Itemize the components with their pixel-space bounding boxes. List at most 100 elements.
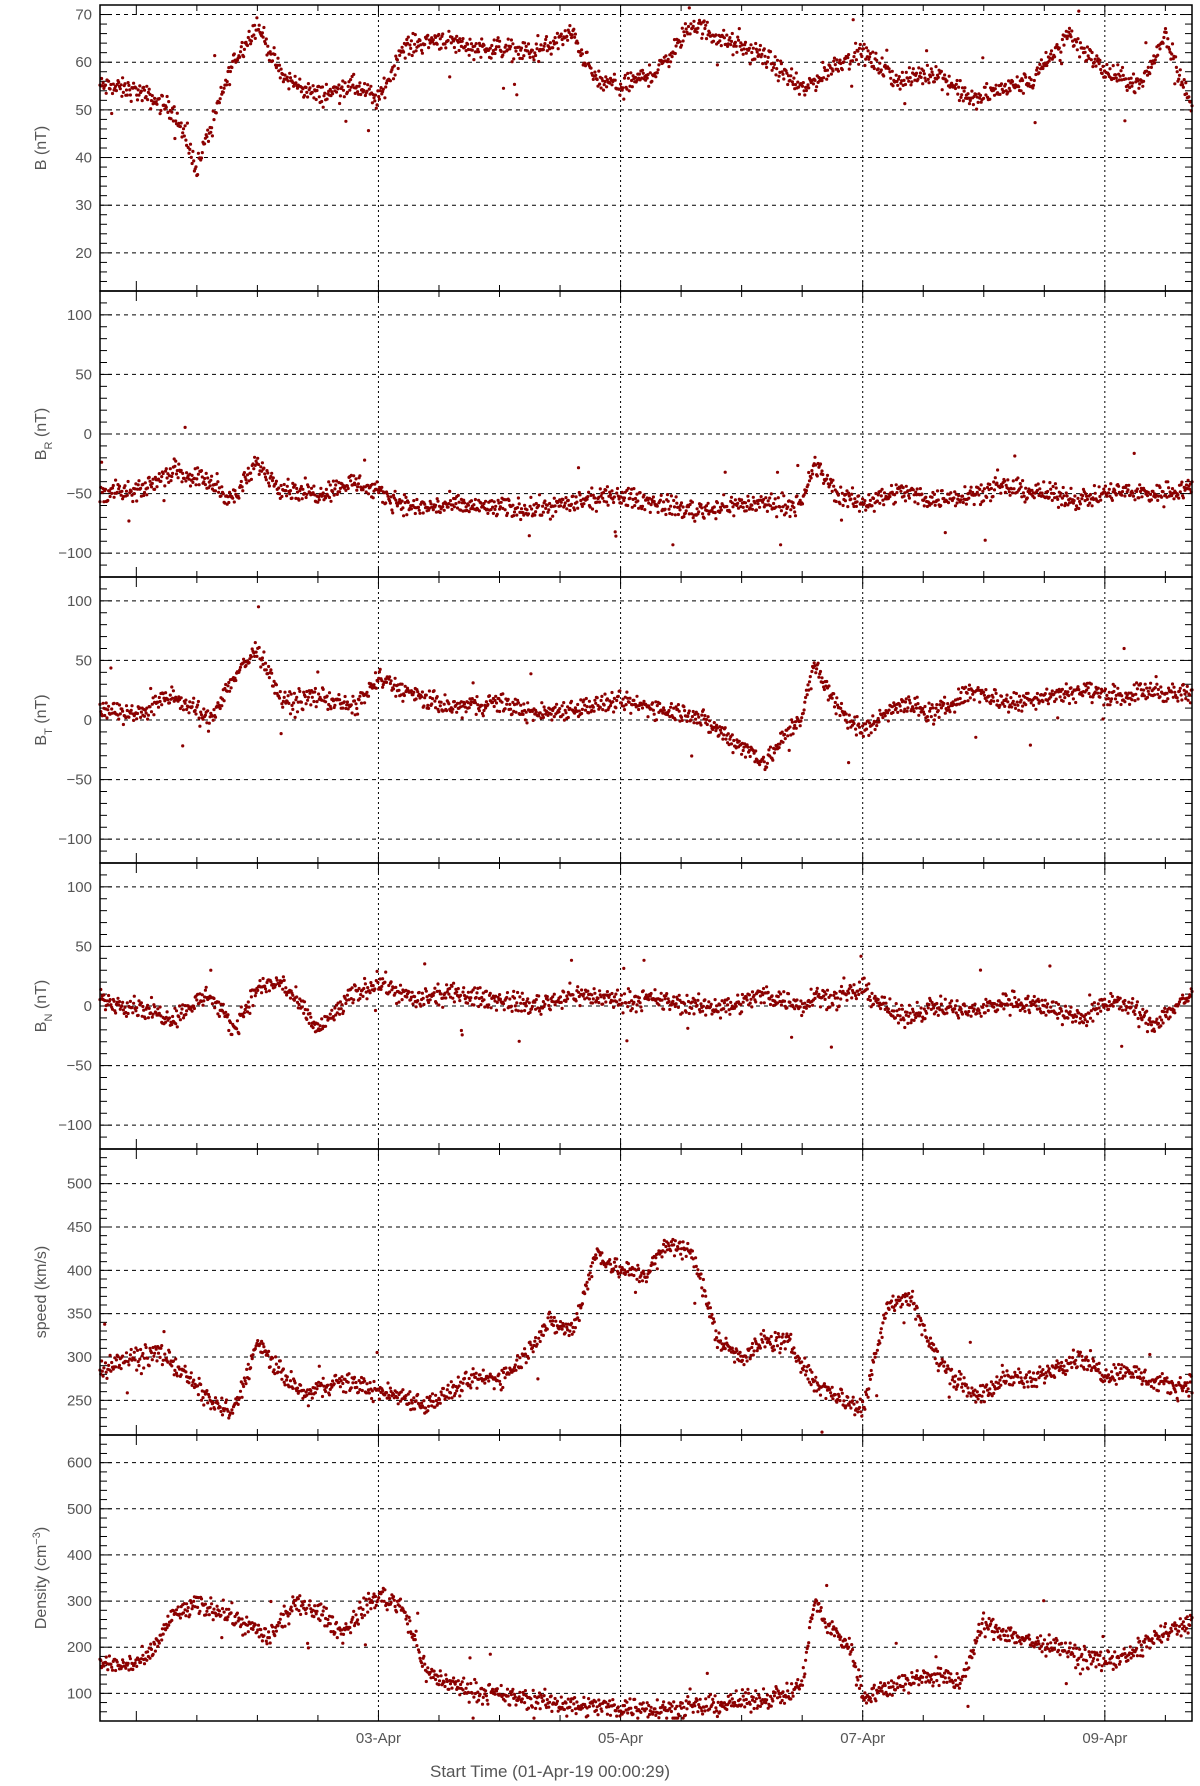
data-point xyxy=(655,704,659,708)
data-point xyxy=(472,58,476,62)
data-point xyxy=(740,43,745,47)
data-point xyxy=(931,73,935,77)
data-point xyxy=(124,704,129,708)
data-point xyxy=(206,729,211,733)
data-point xyxy=(1015,75,1019,79)
data-point xyxy=(1024,703,1028,707)
data-point xyxy=(704,504,709,508)
data-point xyxy=(185,1009,189,1013)
data-point xyxy=(776,79,780,83)
data-point xyxy=(894,483,898,487)
data-point xyxy=(1088,501,1092,505)
data-point xyxy=(391,493,396,497)
data-point xyxy=(375,480,379,484)
data-point xyxy=(1005,693,1009,697)
data-point xyxy=(414,49,418,53)
data-point xyxy=(971,103,976,107)
data-point xyxy=(449,41,453,45)
data-point xyxy=(338,486,342,490)
data-point xyxy=(878,61,882,65)
data-point xyxy=(489,507,493,512)
data-point xyxy=(192,476,196,480)
data-point xyxy=(321,687,325,692)
data-point xyxy=(301,708,305,712)
data-point xyxy=(820,676,824,680)
data-point xyxy=(1128,86,1132,90)
data-point xyxy=(887,67,891,71)
data-point xyxy=(743,755,748,759)
data-point xyxy=(680,718,684,723)
data-point xyxy=(602,83,606,87)
data-point xyxy=(708,31,712,35)
data-point xyxy=(650,498,654,502)
data-point xyxy=(635,694,639,698)
data-point xyxy=(519,517,523,522)
data-point xyxy=(160,94,164,98)
data-point xyxy=(503,707,507,711)
data-point xyxy=(284,489,288,493)
data-point xyxy=(163,484,167,488)
data-point xyxy=(252,467,256,471)
data-point xyxy=(791,82,795,87)
data-point xyxy=(825,679,829,684)
data-point xyxy=(637,72,642,76)
data-point xyxy=(832,705,837,709)
data-point xyxy=(494,694,498,698)
data-point xyxy=(142,85,146,89)
data-point xyxy=(290,496,294,500)
data-point xyxy=(108,494,112,499)
y-tick-label: −100 xyxy=(58,1117,92,1134)
data-point xyxy=(301,487,305,491)
data-point xyxy=(712,505,716,509)
data-point xyxy=(1155,682,1159,686)
data-point xyxy=(901,486,905,490)
data-point xyxy=(177,462,181,466)
data-point xyxy=(852,55,856,59)
data-point xyxy=(517,502,521,506)
data-point xyxy=(1181,83,1185,87)
data-point xyxy=(500,700,504,704)
data-point xyxy=(1117,484,1121,488)
data-point xyxy=(1017,708,1021,712)
data-point xyxy=(315,88,319,93)
data-point xyxy=(902,78,906,82)
data-point xyxy=(475,695,479,699)
data-point xyxy=(552,715,556,719)
data-point xyxy=(1054,486,1058,490)
data-point xyxy=(1149,681,1153,685)
data-point xyxy=(130,493,134,497)
data-point xyxy=(1177,77,1181,81)
data-point xyxy=(970,89,974,93)
data-point xyxy=(677,709,681,713)
data-point xyxy=(844,712,848,716)
data-point xyxy=(605,500,609,504)
data-point xyxy=(584,696,588,701)
data-point xyxy=(462,498,466,502)
data-point xyxy=(147,1006,151,1011)
data-point xyxy=(143,481,147,485)
data-point xyxy=(968,98,972,103)
data-point xyxy=(260,656,264,660)
data-point xyxy=(514,710,518,714)
data-point xyxy=(1003,490,1008,494)
data-point xyxy=(793,83,798,87)
data-point xyxy=(904,70,908,74)
data-point xyxy=(526,42,531,46)
data-point xyxy=(836,493,841,497)
data-point xyxy=(428,499,432,503)
data-point xyxy=(150,481,154,485)
data-point xyxy=(1081,494,1085,498)
data-point xyxy=(813,78,817,82)
data-point xyxy=(269,474,273,479)
data-point xyxy=(731,751,735,755)
data-point xyxy=(249,995,253,999)
data-point xyxy=(373,99,377,103)
data-point xyxy=(948,710,952,714)
data-point xyxy=(580,707,585,712)
data-point xyxy=(441,32,445,36)
data-point xyxy=(610,83,614,87)
data-point xyxy=(230,1032,234,1037)
data-points xyxy=(98,605,1194,772)
data-point xyxy=(135,98,140,102)
data-point xyxy=(466,47,470,52)
